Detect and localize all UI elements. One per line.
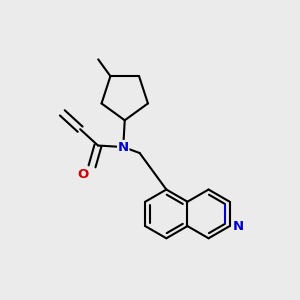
Text: N: N bbox=[233, 220, 244, 232]
Text: O: O bbox=[77, 168, 88, 181]
Text: N: N bbox=[118, 140, 129, 154]
